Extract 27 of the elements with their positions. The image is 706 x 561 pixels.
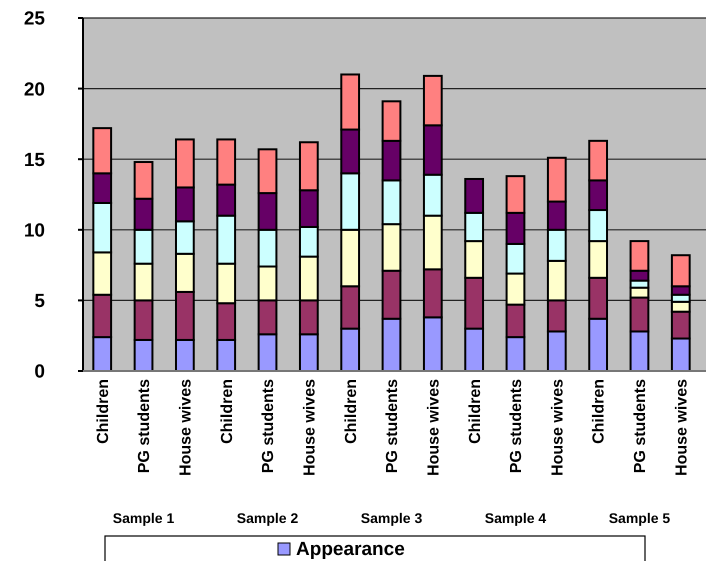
text: Sample 4	[484, 510, 546, 526]
x-tick-label: House wives	[673, 378, 690, 476]
y-tick-label: 5	[34, 291, 46, 312]
x-tick-label: House wives	[425, 378, 442, 476]
x-tick-label: House wives	[549, 378, 566, 476]
x-tick-label: House wives	[177, 378, 194, 476]
y-tick-label: 10	[24, 220, 45, 242]
y-tick-label: 25	[24, 8, 46, 30]
x-tick-label: Children	[590, 379, 608, 444]
y-tick-label: 0	[34, 362, 45, 383]
x-tick-label: House wives	[301, 378, 318, 476]
x-tick-label: Children	[342, 379, 360, 444]
x-tick-label: PG students	[136, 378, 154, 474]
text: Sample 3	[360, 510, 422, 526]
y-tick-label: 15	[24, 150, 46, 171]
x-tick-label: PG students	[508, 378, 526, 474]
x-tick-label: Children	[218, 379, 236, 444]
legend-label: Appearance	[296, 539, 405, 560]
x-tick-label: PG students	[260, 378, 278, 474]
x-tick-label: Children	[94, 379, 112, 444]
y-tick-label: 20	[24, 79, 45, 100]
text: Sample 2	[236, 510, 298, 526]
text: Sample 1	[112, 510, 174, 526]
text: Sample 5	[608, 510, 670, 526]
x-tick-label: PG students	[632, 378, 650, 474]
x-tick-label: PG students	[384, 378, 402, 474]
x-tick-label: Children	[466, 379, 484, 444]
